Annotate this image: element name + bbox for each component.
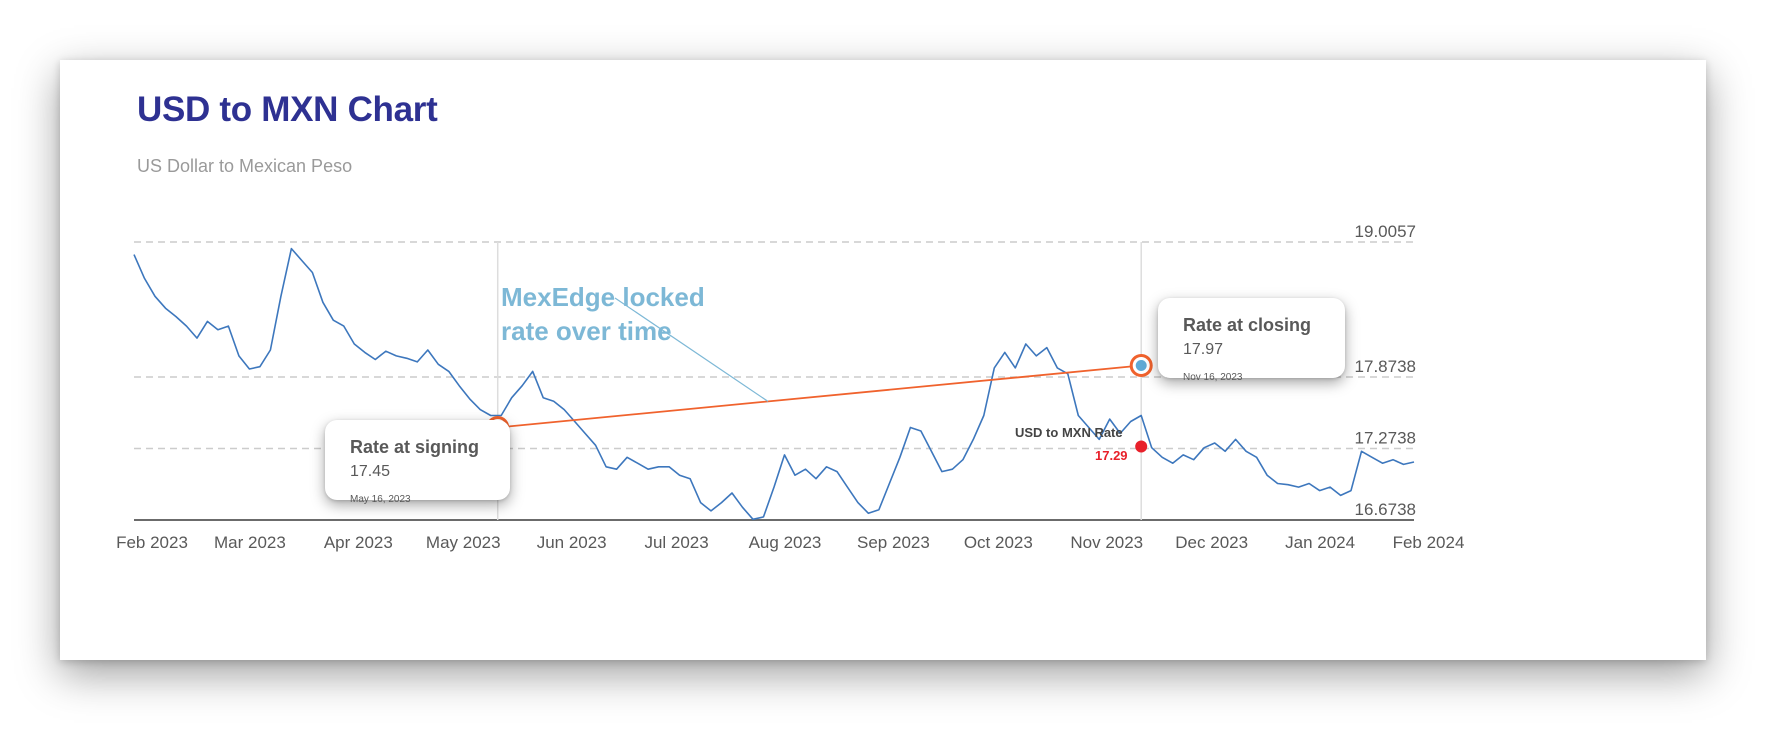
x-tick-label: Dec 2023 — [1175, 533, 1248, 552]
tooltip-closing-date: Nov 16, 2023 — [1183, 372, 1243, 383]
line-chart: 19.0057 17.8738 17.2738 16.6738 Feb 2023 Mar … — [116, 222, 1465, 552]
chart-card: USD to MXN Chart US Dollar to Mexican Pe… — [60, 60, 1706, 660]
x-tick-label: Jan 2024 — [1285, 533, 1355, 552]
tooltip-signing-date: May 16, 2023 — [350, 494, 411, 505]
locked-rate-annotation: MexEdge locked rate over time — [501, 280, 705, 348]
usd-mxn-series-line — [133, 247, 1415, 521]
x-tick-label: Oct 2023 — [964, 533, 1033, 552]
annotation-line-2: rate over time — [501, 316, 672, 346]
x-tick-label: Nov 2023 — [1070, 533, 1143, 552]
y-tick-label: 16.6738 — [1355, 500, 1416, 519]
tooltip-closing-label: Rate at closing — [1183, 315, 1312, 335]
tooltip-rate-at-signing: Rate at signing 17.45 May 16, 2023 — [325, 420, 510, 505]
annotation-line-1: MexEdge locked — [501, 282, 705, 312]
annotation-pointer-line — [614, 297, 769, 402]
y-tick-label: 19.0057 — [1355, 222, 1416, 241]
closing-marker-dot — [1135, 359, 1147, 371]
current-rate-dot — [1135, 440, 1148, 453]
tooltip-signing-value: 17.45 — [350, 463, 391, 480]
x-tick-label: Feb 2024 — [1393, 533, 1465, 552]
x-tick-label: Apr 2023 — [324, 533, 393, 552]
x-tick-label: Mar 2023 — [214, 533, 286, 552]
y-tick-label: 17.8738 — [1355, 357, 1416, 376]
tooltip-signing-label: Rate at signing — [350, 437, 480, 457]
current-rate-value: 17.29 — [1095, 448, 1128, 463]
x-tick-label: Jul 2023 — [644, 533, 708, 552]
chart-title: USD to MXN Chart — [137, 90, 438, 129]
locked-rate-line — [497, 364, 1142, 429]
x-tick-label: Feb 2023 — [116, 533, 188, 552]
x-tick-label: Sep 2023 — [857, 533, 930, 552]
x-tick-label: Aug 2023 — [749, 533, 822, 552]
y-tick-label: 17.2738 — [1355, 428, 1416, 447]
x-tick-label: Jun 2023 — [537, 533, 607, 552]
chart-subtitle: US Dollar to Mexican Peso — [137, 156, 353, 176]
x-tick-label: May 2023 — [426, 533, 501, 552]
tooltip-closing-value: 17.97 — [1183, 341, 1224, 358]
current-rate-label: USD to MXN Rate — [1015, 425, 1123, 440]
tooltip-rate-at-closing: Rate at closing 17.97 Nov 16, 2023 — [1158, 298, 1345, 383]
